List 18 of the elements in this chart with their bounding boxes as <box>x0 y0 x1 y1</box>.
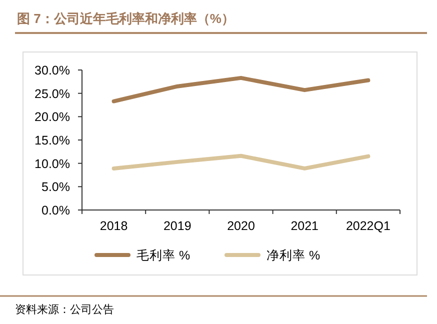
legend-label: 毛利率 % <box>136 248 190 262</box>
x-tick-label: 2020 <box>227 219 255 233</box>
x-tick-label: 2021 <box>290 219 319 233</box>
line-series <box>112 76 370 104</box>
y-tick-label: 5.0% <box>42 180 70 194</box>
legend-label: 净利率 % <box>266 248 320 262</box>
y-tick-label: 20.0% <box>34 110 70 124</box>
y-tick-label: 30.0% <box>34 64 70 78</box>
x-tick-label: 2019 <box>163 219 192 233</box>
y-tick-label: 10.0% <box>34 156 70 171</box>
x-tick-label: 2018 <box>100 219 128 233</box>
text: 资料来源：公司公告 <box>15 303 114 316</box>
y-tick-label: 0.0% <box>42 204 70 218</box>
y-tick-label: 25.0% <box>34 86 70 101</box>
x-tick-label: 2022Q1 <box>346 219 390 233</box>
y-tick-label: 15.0% <box>34 134 70 148</box>
line-series <box>112 154 370 170</box>
chart-title: 图 7：公司近年毛利率和净利率（%） <box>17 11 234 26</box>
